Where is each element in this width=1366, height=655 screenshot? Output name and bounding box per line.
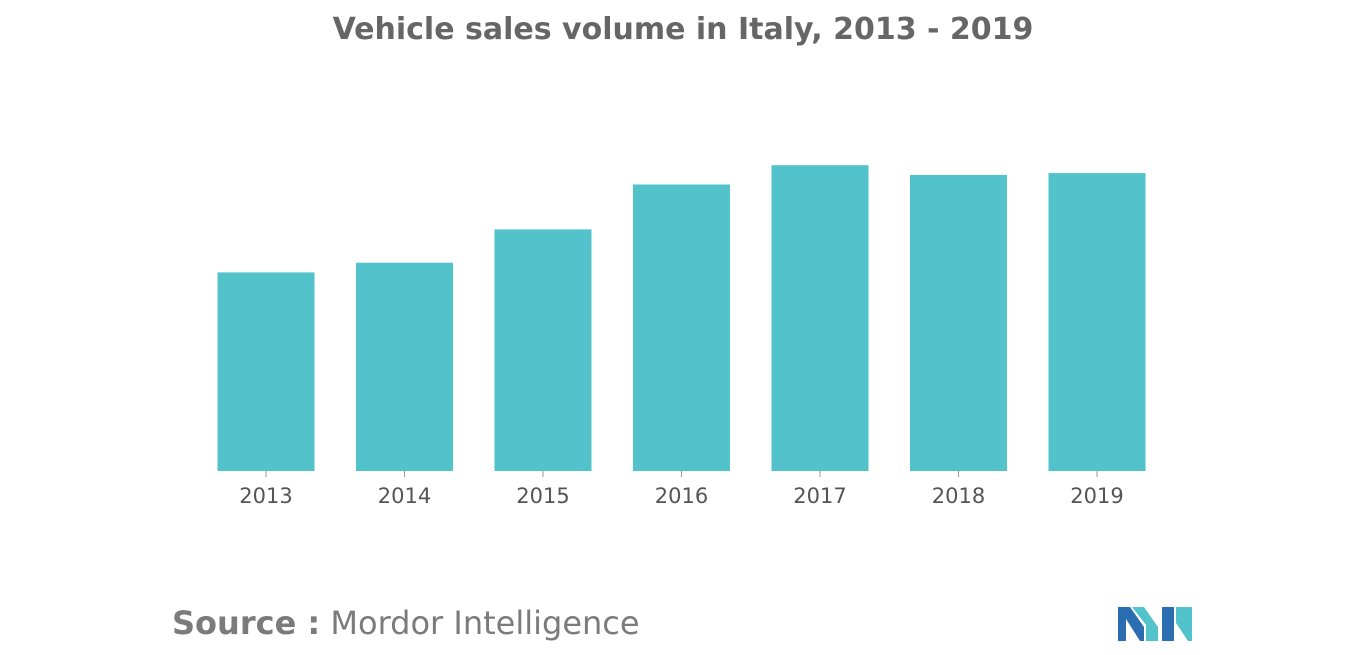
x-tick-label-2013: 2013 — [239, 484, 292, 508]
source-name: Mordor Intelligence — [330, 604, 640, 642]
bar-2018 — [910, 174, 1007, 471]
bar-2015 — [494, 229, 592, 471]
x-tick-label-2019: 2019 — [1070, 484, 1123, 508]
x-tick-label-2018: 2018 — [932, 484, 985, 508]
bar-2014 — [356, 262, 453, 471]
chart-title: Vehicle sales volume in Italy, 2013 - 20… — [332, 12, 1034, 47]
bar-2019 — [1048, 173, 1146, 471]
bar-2013 — [217, 272, 315, 471]
x-tick-label-2014: 2014 — [378, 484, 431, 508]
bar-2016 — [633, 184, 730, 471]
x-tick-label-2017: 2017 — [793, 484, 846, 508]
bar-2017 — [771, 165, 869, 471]
x-tick-label-2016: 2016 — [655, 484, 708, 508]
mordor-logo-icon — [1118, 607, 1192, 641]
x-tick-label-2015: 2015 — [516, 484, 569, 508]
source-prefix: Source : — [172, 604, 321, 642]
source-note: Source : Mordor Intelligence — [172, 604, 640, 642]
